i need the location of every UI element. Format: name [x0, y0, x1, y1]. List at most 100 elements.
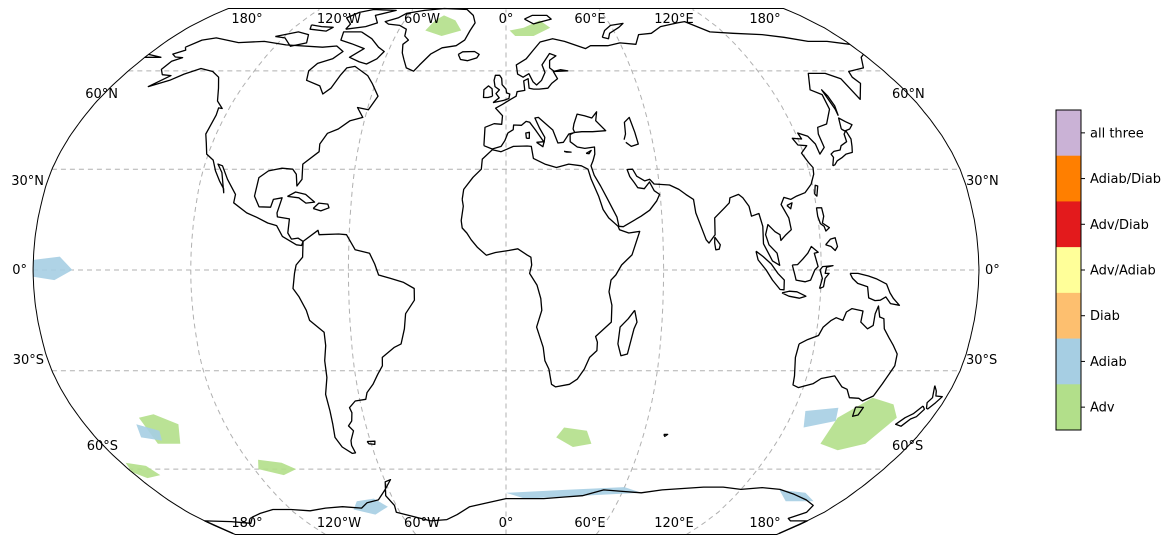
category-regions — [33, 15, 897, 515]
legend-label: Adv/Adiab — [1090, 264, 1156, 279]
coastline — [601, 22, 624, 40]
coastlines — [144, 7, 943, 535]
legend-swatch — [1056, 384, 1081, 431]
coastline — [287, 191, 316, 204]
gridlines — [33, 9, 979, 535]
region-adv — [258, 459, 297, 476]
coastline — [663, 433, 669, 438]
right-lat-label: 30°S — [966, 353, 997, 368]
legend-label: all three — [1090, 126, 1144, 141]
region-adiab — [803, 407, 839, 428]
coastline — [384, 7, 476, 72]
map-frame — [32, 8, 980, 535]
legend-swatch — [1056, 110, 1081, 157]
meridian-line — [347, 9, 417, 535]
legend-swatch — [1056, 338, 1081, 385]
coastline — [460, 145, 641, 388]
top-lon-label: 0° — [499, 12, 514, 27]
coastline — [792, 305, 898, 402]
coastline — [851, 406, 865, 417]
legend-label: Adiab — [1090, 355, 1127, 370]
coastline — [292, 229, 416, 455]
coastline — [925, 385, 943, 410]
left-lat-label: 60°N — [85, 87, 118, 102]
meridian-line — [595, 9, 665, 535]
coastline — [617, 309, 638, 357]
legend-swatch — [1056, 292, 1081, 339]
coastline — [525, 131, 531, 139]
bottom-lon-label: 0° — [499, 516, 514, 531]
right-lat-label: 60°N — [892, 87, 925, 102]
coastline — [366, 440, 376, 446]
legend-swatch — [1056, 201, 1081, 248]
region-adv — [425, 15, 462, 36]
top-lon-label: 180° — [231, 12, 262, 27]
legend-label: Diab — [1090, 309, 1120, 324]
coastline — [781, 290, 807, 299]
coastline — [837, 117, 853, 132]
coastline — [755, 250, 785, 291]
bottom-lon-label: 120°W — [317, 516, 361, 531]
legend-border — [1055, 109, 1082, 431]
coastline — [815, 207, 831, 232]
right-lat-label: 30°N — [966, 174, 999, 189]
region-adiab — [33, 256, 73, 281]
bottom-lon-label: 180° — [231, 516, 262, 531]
coastline — [482, 85, 494, 99]
coastline — [585, 149, 592, 155]
coastline — [825, 237, 839, 252]
left-lat-label: 0° — [12, 263, 27, 278]
coastline — [791, 245, 819, 283]
top-lon-label: 180° — [749, 12, 780, 27]
legend-swatch — [1056, 247, 1081, 294]
coastline — [457, 50, 480, 62]
top-lon-label: 60°W — [404, 12, 440, 27]
coastline — [849, 272, 901, 306]
region-adv — [556, 427, 592, 447]
region-adiab — [136, 424, 162, 441]
region-adv — [509, 20, 551, 36]
region-adv — [125, 462, 161, 479]
coastline — [144, 53, 162, 58]
left-lat-label: 30°S — [13, 353, 44, 368]
coastline — [275, 31, 310, 47]
coastline — [345, 8, 397, 30]
legend-label: Adv — [1090, 401, 1115, 416]
legend-colorbar: all three Adiab/Diab Adv/Diab Adv/Adiab Diab… — [1055, 109, 1161, 431]
left-lat-label: 30°N — [11, 174, 44, 189]
coastline — [309, 24, 334, 32]
region-adv — [138, 414, 181, 444]
coastline — [340, 31, 385, 65]
legend-label: Adiab/Diab — [1090, 172, 1161, 187]
region-adiab — [353, 498, 388, 515]
bottom-lon-label: 60°W — [404, 516, 440, 531]
coastline — [814, 184, 819, 197]
coastline — [563, 150, 572, 153]
coastline — [786, 202, 793, 210]
coastline — [204, 478, 814, 535]
bottom-lon-label: 60°E — [574, 516, 605, 531]
coastline — [820, 89, 839, 116]
top-lon-label: 120°E — [654, 12, 694, 27]
coastline — [536, 141, 545, 148]
meridian-line — [686, 9, 822, 535]
coastline — [312, 202, 330, 212]
meridian-line — [190, 9, 326, 535]
coastline — [714, 236, 721, 251]
coastline — [147, 37, 379, 247]
bottom-lon-label: 120°E — [654, 516, 694, 531]
coastline — [524, 14, 552, 25]
coastline — [623, 116, 639, 148]
axis-labels: 180° 120°W 60°W 0° 60°E 120°E 180° 180° 120°W 60°… — [11, 12, 1000, 531]
top-lon-label: 60°E — [574, 12, 605, 27]
coastline — [492, 74, 511, 104]
right-lat-label: 0° — [985, 263, 1000, 278]
legend-label: Adv/Diab — [1090, 218, 1149, 233]
top-lon-label: 120°W — [317, 12, 361, 27]
coastline — [894, 405, 926, 427]
left-lat-label: 60°S — [87, 439, 118, 454]
right-lat-label: 60°S — [892, 439, 923, 454]
coastline — [818, 264, 834, 290]
coastline — [830, 130, 853, 167]
